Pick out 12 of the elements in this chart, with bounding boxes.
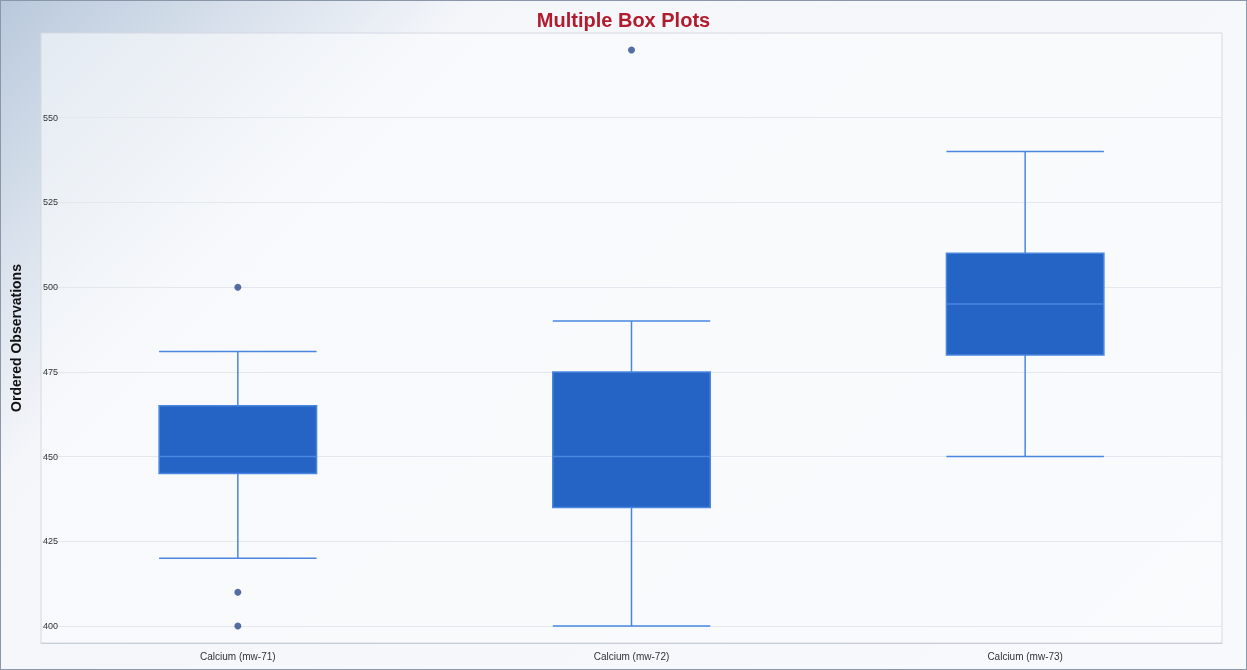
y-tick-label: 400 <box>43 621 59 632</box>
y-axis-title: Ordered Observations <box>8 263 24 412</box>
x-tick-label: Calcium (mw-73) <box>987 650 1063 662</box>
y-tick-label: 450 <box>43 451 59 462</box>
y-tick-label: 500 <box>43 282 59 293</box>
chart-title: Multiple Box Plots <box>536 9 711 31</box>
x-tick-label: Calcium (mw-72) <box>593 650 670 662</box>
x-tick-label: Calcium (mw-71) <box>200 650 276 662</box>
y-tick-label: 550 <box>43 112 59 123</box>
y-tick-label: 525 <box>43 197 59 208</box>
y-tick-label: 475 <box>43 366 59 377</box>
y-tick-label: 425 <box>43 536 59 547</box>
